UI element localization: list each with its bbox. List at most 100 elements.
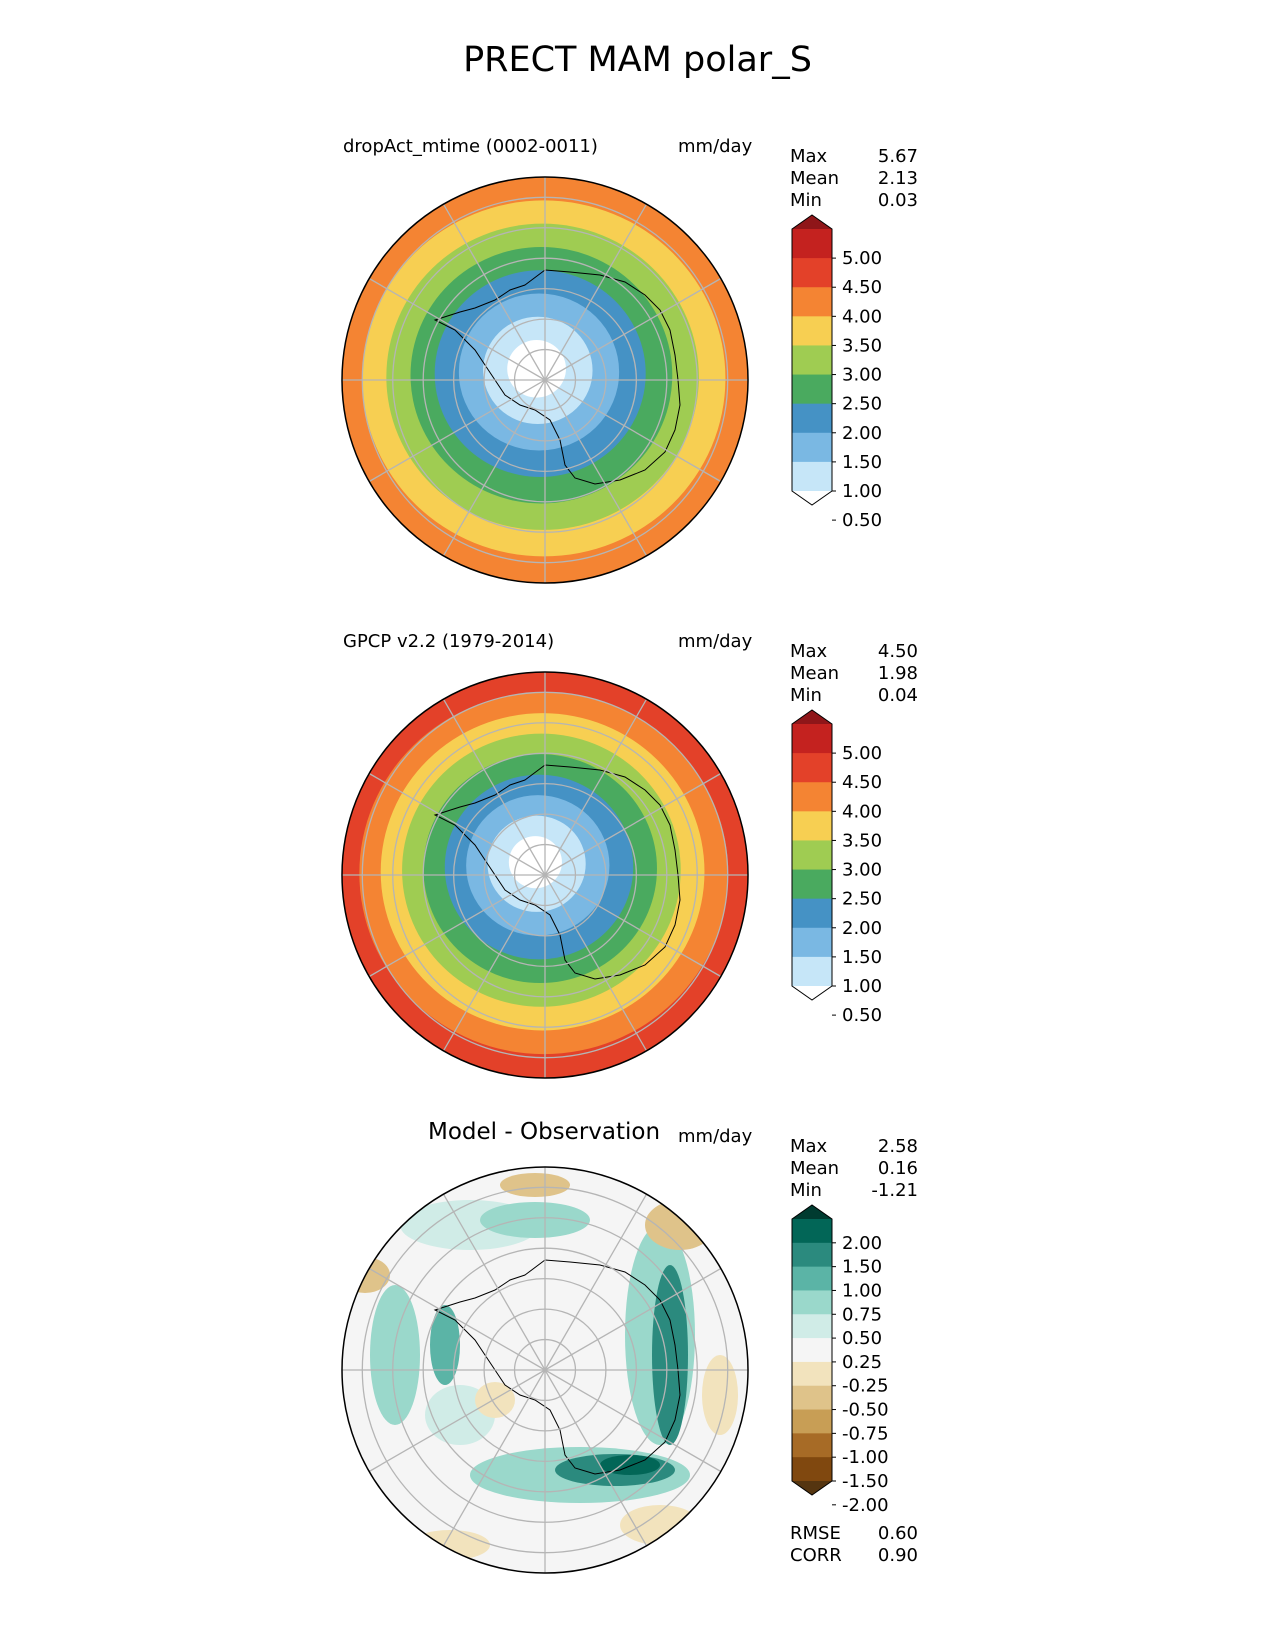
stat-label: Min xyxy=(790,1180,822,1201)
map-field xyxy=(342,672,748,1078)
colorbar-segment xyxy=(792,811,832,841)
polar-map-difference xyxy=(341,1166,749,1574)
meridian-line xyxy=(544,379,648,557)
coastline xyxy=(433,764,681,980)
meridian-line xyxy=(368,379,546,483)
meridian-line xyxy=(544,203,648,381)
stat-label: Max xyxy=(790,641,828,662)
metric-value: 0.90 xyxy=(877,1545,918,1566)
stat-value: 4.50 xyxy=(877,641,918,662)
colorbar-segment xyxy=(792,724,832,754)
graticule xyxy=(342,177,748,583)
anomaly-patch xyxy=(430,1305,460,1385)
meridian-line xyxy=(442,203,546,381)
panel-model: dropAct_mtime (0002-0011) mm/day Max 5.67… xyxy=(0,135,1275,625)
colorbar-model: 0.50 1.00 1.50 2.00 2.50 3.00 3.50 4.00 4.50 5.00 xyxy=(791,214,882,531)
colorbar-segment xyxy=(792,432,832,463)
meridian-line xyxy=(368,772,546,876)
colorbar-extend-max xyxy=(792,1205,832,1219)
colorbar-tick-label: 2.00 xyxy=(842,423,882,444)
coastline xyxy=(433,269,681,485)
coastline xyxy=(433,1259,681,1475)
colorbar-tick-label: -1.00 xyxy=(842,1447,889,1468)
panel-observation: GPCP v2.2 (1979-2014) mm/day Max 4.50 Mea… xyxy=(0,630,1275,1120)
stat-value: 0.16 xyxy=(877,1158,918,1179)
meridian-line xyxy=(544,874,722,978)
colorbar-segment xyxy=(792,1385,832,1411)
colorbar-segment xyxy=(792,927,832,958)
panel-title: Model - Observation xyxy=(428,1119,661,1145)
colorbar-tick-label: -0.50 xyxy=(842,1400,889,1421)
stat-label: Max xyxy=(790,1136,828,1157)
stat-label: Mean xyxy=(790,1158,840,1179)
colorbar-tick-label: 0.75 xyxy=(842,1304,882,1325)
panel-stats: Max 4.50 Mean 1.98 Min 0.04 xyxy=(790,641,918,707)
colorbar-tick-label: 4.00 xyxy=(842,801,882,822)
metric-label: RMSE xyxy=(790,1523,841,1544)
meridian-line xyxy=(544,277,722,381)
stat-label: Mean xyxy=(790,663,840,684)
stat-value: 1.98 xyxy=(877,663,918,684)
colorbar-segment xyxy=(792,1361,832,1387)
anomaly-patch xyxy=(370,1285,420,1425)
colorbar-extend-max xyxy=(792,710,832,724)
colorbar-segment xyxy=(792,869,832,900)
stat-label: Max xyxy=(790,146,828,167)
difference-metrics: RMSE 0.60 CORR 0.90 xyxy=(790,1523,918,1567)
colorbar-segment xyxy=(792,403,832,434)
metric-value: 0.60 xyxy=(877,1523,918,1544)
colorbar-segment xyxy=(792,287,832,317)
colorbar-tick-label: 1.00 xyxy=(842,481,882,502)
panel-units: mm/day xyxy=(678,631,753,652)
stat-value: 0.03 xyxy=(877,190,918,211)
colorbar-tick-label: 0.50 xyxy=(842,510,882,531)
colorbar-segment xyxy=(792,1314,832,1339)
colorbar-extend-min xyxy=(792,1481,832,1495)
anomaly-patch xyxy=(475,1382,515,1418)
colorbar-segment xyxy=(792,1290,832,1315)
colorbar-tick-label: 4.50 xyxy=(842,277,882,298)
colorbar-tick-label: 5.00 xyxy=(842,743,882,764)
colorbar-tick-label: 4.50 xyxy=(842,772,882,793)
meridian-line xyxy=(544,698,648,876)
panel-units: mm/day xyxy=(678,1126,753,1147)
colorbar-tick-label: 1.00 xyxy=(842,1280,882,1301)
colorbar-segment xyxy=(792,258,832,288)
map-border xyxy=(341,1166,749,1574)
panel-stats: Max 5.67 Mean 2.13 Min 0.03 xyxy=(790,146,918,212)
meridian-line xyxy=(368,1267,546,1371)
meridian-line xyxy=(442,1193,546,1371)
anomaly-patch xyxy=(702,1355,738,1435)
stat-value: 0.04 xyxy=(877,685,918,706)
stat-label: Min xyxy=(790,685,822,706)
graticule xyxy=(342,1167,748,1573)
colorbar-segment xyxy=(792,782,832,812)
colorbar-segment xyxy=(792,316,832,346)
colorbar-segment xyxy=(792,753,832,783)
colorbar-segment xyxy=(792,1242,832,1268)
colorbar-tick-label: 3.00 xyxy=(842,860,882,881)
colorbar-difference: -2.00 -1.50 -1.00 -0.75-0.50 -0.25 0.25 0.50 0.… xyxy=(791,1204,889,1516)
colorbar-segment xyxy=(792,1457,832,1482)
meridian-line xyxy=(544,874,648,1052)
colorbar-tick-label: 1.00 xyxy=(842,976,882,997)
stat-value: -1.21 xyxy=(871,1180,918,1201)
colorbar-tick-label: 3.50 xyxy=(842,830,882,851)
anomaly-patch xyxy=(480,1202,590,1238)
colorbar-tick-label: -0.25 xyxy=(842,1376,889,1397)
colorbar-extend-max xyxy=(792,215,832,229)
colorbar-tick-label: 1.50 xyxy=(842,947,882,968)
colorbar-tick-label: -1.50 xyxy=(842,1471,889,1492)
meridian-line xyxy=(442,874,546,1052)
meridian-line xyxy=(442,379,546,557)
map-border xyxy=(341,671,749,1079)
panel-stats: Max 2.58 Mean 0.16 Min -1.21 xyxy=(790,1136,918,1202)
colorbar-extend-min xyxy=(792,491,832,505)
colorbar-segment xyxy=(792,461,832,492)
map-field xyxy=(342,177,748,583)
colorbar-tick-label: 0.50 xyxy=(842,1328,882,1349)
colorbar-segment xyxy=(792,1338,832,1363)
colorbar-segment xyxy=(792,840,832,871)
colorbar-tick-label: 0.25 xyxy=(842,1352,882,1373)
stat-label: Mean xyxy=(790,168,840,189)
